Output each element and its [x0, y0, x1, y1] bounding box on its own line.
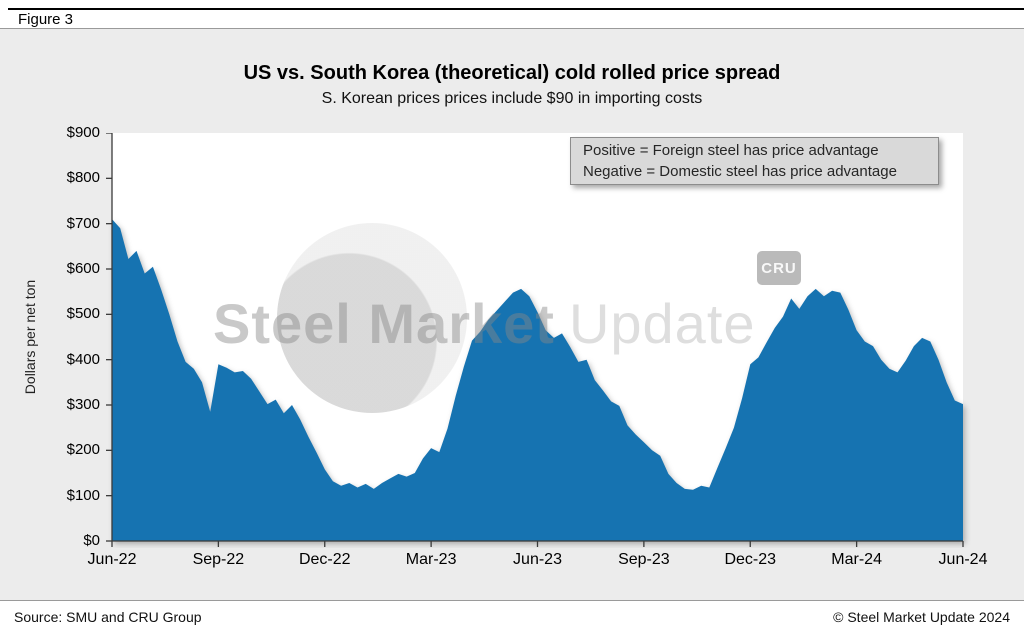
chart-title: US vs. South Korea (theoretical) cold ro…: [243, 62, 781, 84]
y-tick-label: $0: [83, 532, 100, 549]
footer: Source: SMU and CRU Group © Steel Market…: [0, 600, 1024, 633]
y-tick-label: $600: [66, 260, 100, 277]
x-tick-label: Jun-23: [513, 551, 562, 568]
figure-label: Figure 3: [18, 11, 74, 28]
y-tick-label: $800: [66, 169, 100, 187]
y-tick-label: $500: [66, 305, 100, 323]
y-tick-label: $700: [66, 214, 100, 232]
header: Figure 3: [0, 0, 1024, 29]
x-tick-label: Dec-22: [298, 551, 351, 568]
x-tick-label: Sep-22: [192, 551, 245, 568]
y-tick-label: $300: [66, 396, 100, 413]
header-rule: [8, 8, 1024, 10]
x-tick-label: Mar-23: [405, 551, 457, 568]
x-tick-label: Sep-23: [618, 551, 670, 568]
area-chart: [106, 133, 964, 547]
x-tick-label: Jun-24: [938, 551, 988, 568]
x-tick-label: Dec-23: [724, 551, 777, 568]
y-tick-label: $200: [66, 441, 100, 459]
price-spread-area-series: [112, 219, 963, 541]
annotation-line-positive: Positive = Foreign steel has price advan…: [583, 142, 879, 159]
y-tick-label: $400: [66, 350, 100, 368]
y-tick-label: $900: [66, 124, 100, 141]
y-axis-title: Dollars per net ton: [22, 279, 38, 395]
annotation-box: Positive = Foreign steel has price advan…: [570, 137, 939, 185]
y-tick-label: $100: [66, 486, 100, 504]
x-tick-label: Mar-24: [831, 551, 882, 568]
x-tick-label: Jun-22: [87, 551, 137, 568]
source-note: Source: SMU and CRU Group: [14, 609, 202, 625]
copyright-note: © Steel Market Update 2024: [833, 609, 1010, 625]
chart-subtitle: S. Korean prices prices include $90 in i…: [321, 90, 703, 107]
annotation-line-negative: Negative = Domestic steel has price adva…: [583, 163, 897, 180]
